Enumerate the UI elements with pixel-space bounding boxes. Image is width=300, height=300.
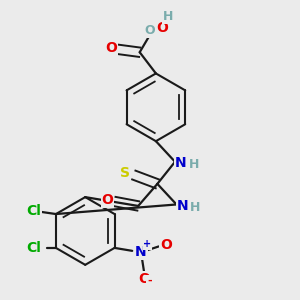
Text: +: + (143, 239, 152, 249)
Text: N: N (177, 199, 188, 213)
Text: O: O (156, 21, 168, 35)
Text: OH: OH (145, 24, 166, 37)
Text: H: H (163, 11, 173, 23)
Text: Cl: Cl (26, 241, 41, 255)
Text: N: N (135, 245, 147, 259)
Text: O: O (138, 272, 150, 286)
Text: O: O (160, 238, 172, 252)
Text: S: S (120, 166, 130, 180)
Text: H: H (188, 158, 199, 171)
Text: H: H (190, 201, 200, 214)
Text: Cl: Cl (26, 204, 41, 218)
Text: O: O (105, 41, 117, 55)
Text: -: - (147, 276, 152, 286)
Text: N: N (175, 156, 187, 170)
Text: O: O (102, 193, 113, 207)
